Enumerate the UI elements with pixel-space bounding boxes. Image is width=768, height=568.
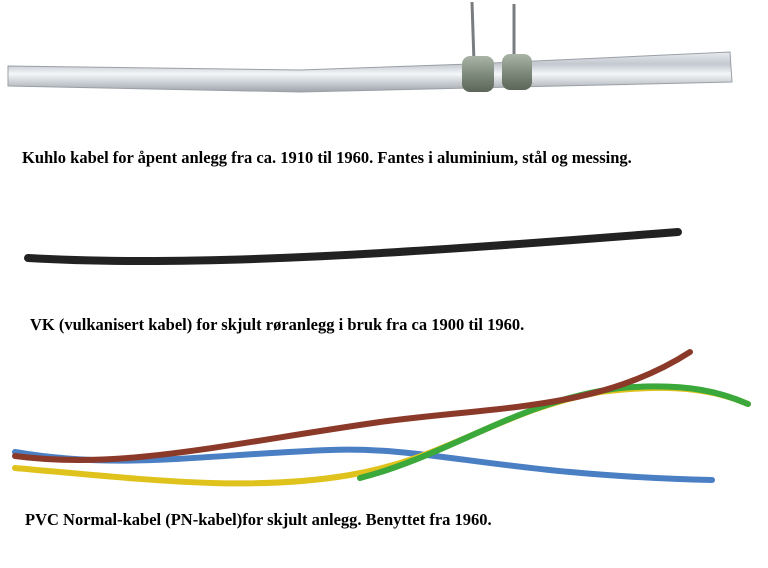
clip <box>502 54 532 90</box>
vk-cable <box>24 228 682 266</box>
kuhlo-cable <box>7 1 733 93</box>
nail <box>470 1 476 63</box>
clip <box>462 56 494 92</box>
aluminium-tube <box>7 51 733 93</box>
pvc-wires <box>12 349 751 487</box>
brown-wire <box>12 349 693 464</box>
caption: Kuhlo kabel for åpent anlegg fra ca. 191… <box>22 148 632 167</box>
caption: PVC Normal-kabel (PN-kabel)for skjult an… <box>25 510 492 529</box>
caption: VK (vulkanisert kabel) for skjult røranl… <box>30 315 524 334</box>
